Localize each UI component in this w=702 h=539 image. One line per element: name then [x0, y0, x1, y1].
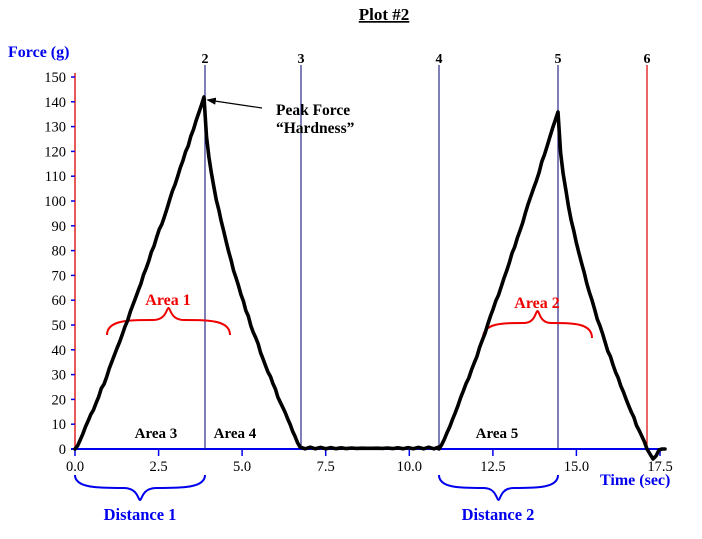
- svg-text:12.5: 12.5: [480, 459, 505, 475]
- svg-text:30: 30: [52, 368, 67, 384]
- svg-text:6: 6: [644, 52, 651, 67]
- svg-text:2: 2: [202, 52, 209, 67]
- svg-text:Area 4: Area 4: [214, 426, 257, 442]
- svg-text:120: 120: [44, 144, 66, 160]
- svg-text:4: 4: [436, 52, 443, 67]
- svg-text:40: 40: [52, 343, 67, 359]
- svg-text:Area 3: Area 3: [135, 426, 178, 442]
- svg-text:Force (g): Force (g): [8, 44, 69, 61]
- svg-text:110: 110: [45, 169, 66, 185]
- svg-text:Area 5: Area 5: [476, 426, 519, 442]
- svg-text:5.0: 5.0: [233, 459, 251, 475]
- svg-text:140: 140: [44, 95, 66, 111]
- svg-text:130: 130: [44, 120, 66, 136]
- svg-text:3: 3: [298, 52, 305, 67]
- svg-text:10.0: 10.0: [397, 459, 422, 475]
- svg-text:60: 60: [52, 293, 67, 309]
- svg-text:150: 150: [44, 70, 66, 86]
- svg-text:90: 90: [52, 219, 67, 235]
- svg-text:Distance 2: Distance 2: [462, 505, 535, 524]
- svg-text:Distance 1: Distance 1: [104, 505, 177, 524]
- svg-text:0: 0: [59, 442, 66, 458]
- svg-text:Area 1: Area 1: [145, 292, 190, 309]
- svg-text:5: 5: [555, 52, 562, 67]
- svg-text:0.0: 0.0: [66, 459, 84, 475]
- svg-text:50: 50: [52, 318, 67, 334]
- svg-text:Plot #2: Plot #2: [359, 5, 410, 24]
- svg-text:“Hardness”: “Hardness”: [276, 120, 355, 137]
- svg-text:15.0: 15.0: [564, 459, 589, 475]
- svg-text:80: 80: [52, 244, 67, 260]
- svg-text:100: 100: [44, 194, 66, 210]
- svg-text:Peak Force: Peak Force: [276, 102, 350, 119]
- svg-text:Area 2: Area 2: [514, 295, 559, 312]
- svg-text:2.5: 2.5: [150, 459, 168, 475]
- svg-text:10: 10: [52, 417, 67, 433]
- svg-text:Time (sec): Time (sec): [600, 472, 670, 489]
- svg-text:20: 20: [52, 392, 67, 408]
- svg-text:7.5: 7.5: [317, 459, 335, 475]
- svg-text:70: 70: [52, 268, 67, 284]
